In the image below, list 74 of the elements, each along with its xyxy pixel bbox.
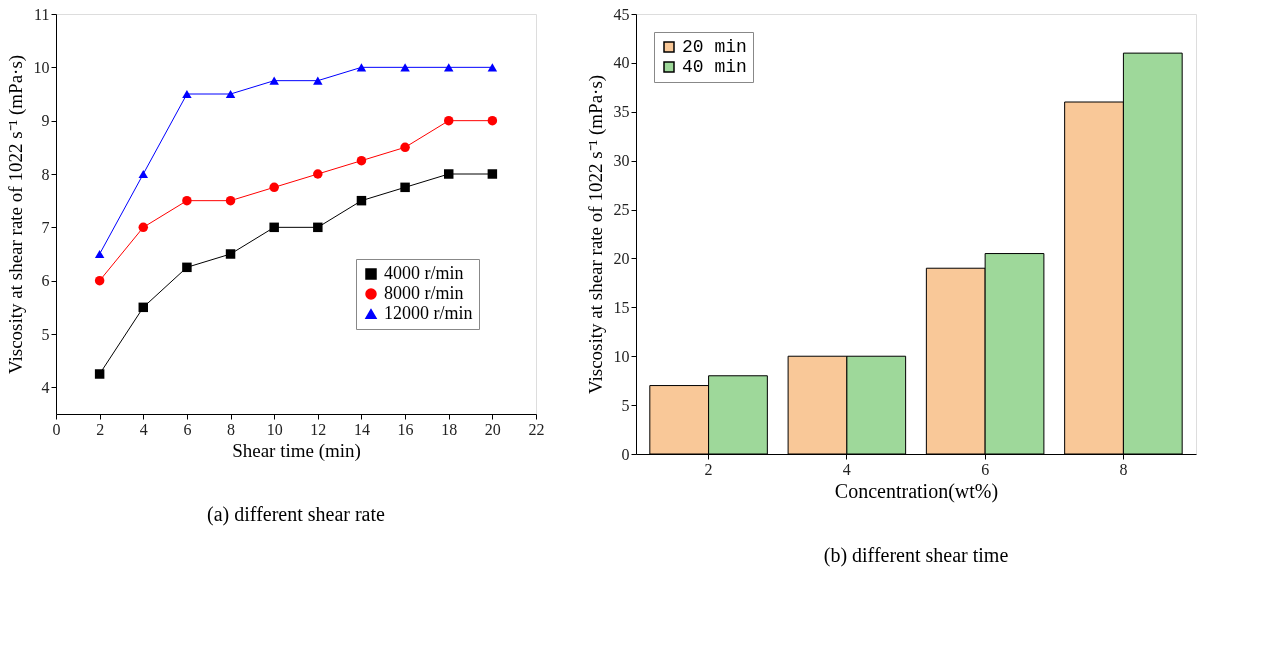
point: [313, 222, 323, 233]
point: [225, 89, 236, 99]
point: [356, 155, 367, 166]
x-axis-title: Shear time (min): [232, 439, 361, 462]
point: [356, 195, 367, 206]
point: [400, 63, 410, 72]
x-tick-label: 6: [981, 460, 990, 478]
y-tick-label: 25: [613, 201, 630, 219]
y-tick-label: 0: [621, 445, 630, 463]
x-tick-label: 6: [183, 420, 192, 438]
x-tick-label: 20: [484, 420, 501, 438]
point: [94, 369, 105, 379]
point: [443, 169, 454, 179]
x-axis-title: Concentration(wt%): [834, 479, 999, 503]
x-tick-label: 18: [441, 420, 458, 438]
legend-label: 8000 r/min: [384, 283, 464, 303]
y-tick-label: 8: [41, 165, 50, 183]
point: [356, 63, 367, 72]
point: [400, 142, 410, 153]
point: [313, 76, 323, 85]
point: [138, 302, 149, 313]
x-tick-label: 8: [227, 420, 236, 438]
y-tick-label: 35: [613, 103, 630, 121]
point: [443, 115, 454, 126]
x-tick-label: 12: [310, 420, 327, 438]
y-axis-title: Viscosity at shear rate of 1022 s⁻¹ (mPa·s): [584, 74, 607, 395]
text: (a) different shear rate: [207, 503, 386, 526]
legend-label: 20 min: [682, 37, 747, 57]
point: [313, 169, 323, 179]
y-tick-label: 10: [33, 58, 50, 76]
y-axis-title: Viscosity at shear rate of 1022 s⁻¹ (mPa·s): [4, 54, 27, 375]
point: [269, 76, 279, 85]
y-tick-label: 5: [41, 325, 50, 343]
point: [182, 195, 192, 206]
x-tick-label: 2: [704, 460, 713, 478]
x-tick-label: 22: [528, 420, 545, 438]
y-tick-label: 5: [621, 396, 630, 414]
legend-label: 4000 r/min: [384, 263, 464, 283]
point: [182, 89, 192, 99]
point: [94, 249, 105, 259]
point: [225, 195, 236, 206]
point: [487, 115, 498, 126]
y-tick-label: 10: [613, 347, 630, 365]
point: [400, 182, 410, 193]
x-tick-label: 14: [353, 420, 370, 438]
point: [138, 222, 149, 233]
point: [94, 275, 105, 286]
x-tick-label: 10: [266, 420, 283, 438]
x-tick-label: 4: [842, 460, 851, 478]
point: [487, 63, 498, 72]
x-tick-label: 8: [1119, 460, 1128, 478]
y-tick-label: 45: [613, 5, 630, 23]
y-tick-label: 20: [613, 249, 630, 267]
point: [182, 262, 192, 273]
y-tick-label: 40: [613, 54, 630, 72]
y-tick-label: 30: [613, 152, 630, 170]
legend-label: 12000 r/min: [384, 303, 473, 323]
legend-label: 40 min: [682, 57, 747, 77]
point: [138, 169, 149, 179]
text: (b) different shear time: [823, 544, 1009, 567]
point: [225, 249, 236, 259]
x-tick-label: 0: [52, 420, 61, 438]
y-tick-label: 11: [34, 5, 50, 23]
y-tick-label: 4: [41, 378, 50, 396]
point: [269, 222, 279, 233]
y-tick-label: 7: [41, 218, 50, 236]
y-tick-label: 6: [41, 272, 50, 290]
point: [269, 182, 279, 193]
x-tick-label: 16: [397, 420, 414, 438]
point: [487, 169, 498, 179]
x-tick-label: 2: [96, 420, 105, 438]
x-tick-label: 4: [139, 420, 148, 438]
y-tick-label: 15: [613, 298, 630, 316]
y-tick-label: 9: [41, 112, 50, 130]
